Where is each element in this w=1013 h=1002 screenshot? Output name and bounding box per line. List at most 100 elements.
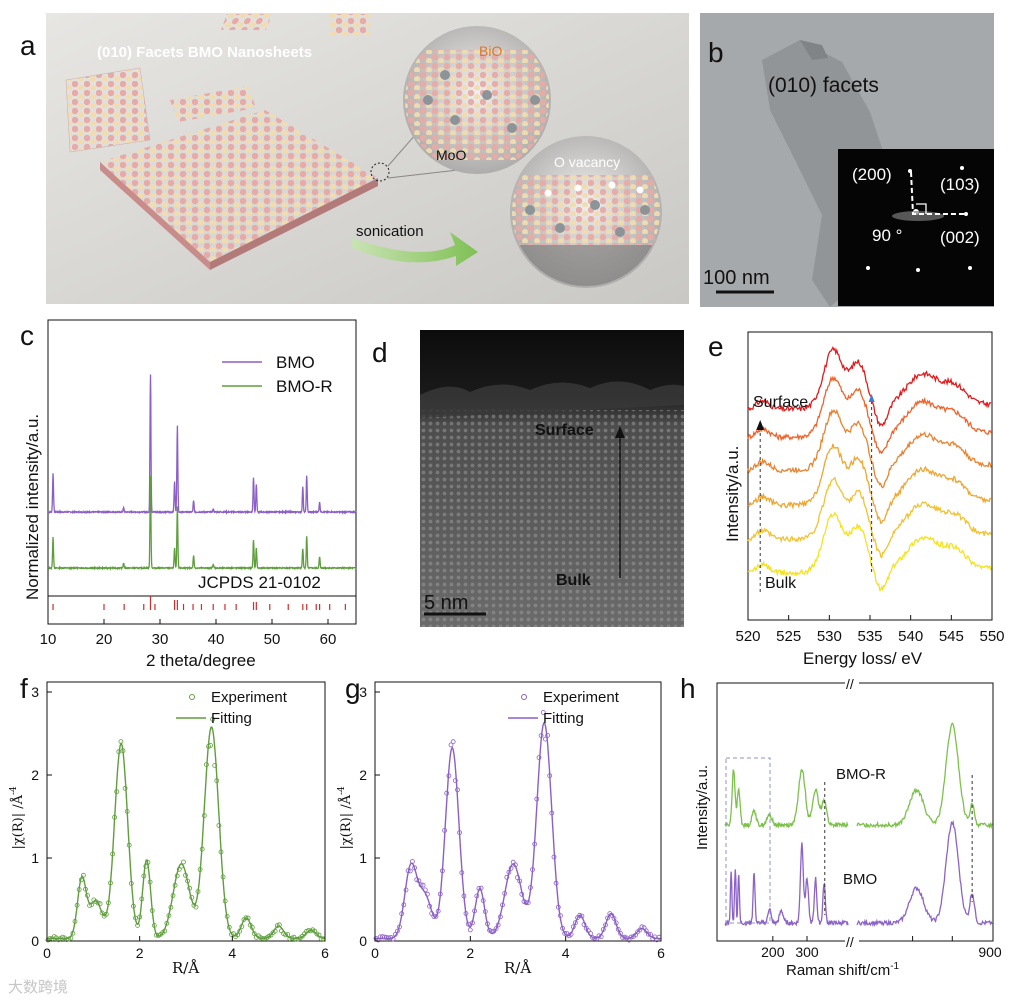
g-experiment-point <box>476 886 482 891</box>
e-ylabel: Intensity/a.u. <box>723 446 742 542</box>
f-experiment-point <box>199 846 205 852</box>
f-experiment-point <box>178 863 184 869</box>
e-trace-3 <box>747 408 992 489</box>
f-experiment-point <box>103 911 109 917</box>
f-experiment-point <box>83 886 88 892</box>
g-legend-fitting: Fitting <box>543 710 584 727</box>
h-xtick-label: 900 <box>978 944 1002 960</box>
saed-002-label: (002) <box>940 228 980 247</box>
f-xlabel: R/Å <box>172 959 199 977</box>
g-experiment-point <box>628 934 634 940</box>
g-experiment-point <box>493 926 499 931</box>
h-ylabel: Intensity/a.u. <box>694 765 711 850</box>
g-experiment-point <box>637 927 643 933</box>
panel-d-letter: d <box>372 337 388 368</box>
saed-axes <box>910 171 965 215</box>
f-ylabel-sup: -4 <box>9 786 19 795</box>
f-legend-fitting: Fitting <box>211 710 252 727</box>
h-trace-R-low <box>724 769 849 830</box>
g-experiment-point <box>517 878 523 884</box>
f-experiment-point <box>220 874 226 880</box>
g-experiment-point <box>506 869 512 875</box>
scale-label-b: 100 nm <box>703 267 770 289</box>
sonication-label: sonication <box>356 223 424 240</box>
f-experiment-point <box>226 924 232 930</box>
bio-label: BiO <box>479 43 502 59</box>
g-ytick-label: 1 <box>359 850 367 866</box>
g-experiment-point <box>605 915 610 921</box>
f-experiment-point <box>283 932 289 938</box>
e-guide-arrow-icon <box>756 420 765 430</box>
g-experiment-point <box>525 900 531 905</box>
f-experiment-point <box>166 913 172 918</box>
g-experiment-point <box>549 810 555 816</box>
g-experiment-point <box>407 868 413 874</box>
e-xtick-label: 540 <box>898 628 923 645</box>
f-experiment-point <box>128 881 134 886</box>
g-experiment-point <box>626 937 632 943</box>
e-trace-4 <box>747 443 992 525</box>
g-experiment-point <box>482 909 488 914</box>
g-experiment-point <box>424 891 430 897</box>
f-experiment-point <box>64 937 70 943</box>
f-ytick-label: 3 <box>31 684 39 700</box>
g-experiment-point <box>444 790 450 796</box>
f-ytick-label: 0 <box>31 933 39 949</box>
g-experiment-point <box>429 911 435 916</box>
g-experiment-point <box>480 898 486 903</box>
g-experiment-point <box>394 928 400 934</box>
h-trace-B-high <box>856 819 993 928</box>
facets-label: (010) facets <box>768 74 879 97</box>
nanosheet-stack-left <box>65 67 151 153</box>
c-trace-bmo <box>47 374 357 516</box>
g-experiment-point <box>386 935 392 941</box>
f-experiment-point <box>151 923 157 928</box>
c-xtick-label: 30 <box>152 631 169 648</box>
g-experiment-point <box>555 904 561 910</box>
f-experiment-point <box>164 920 170 926</box>
f-experiment-point <box>174 873 180 879</box>
e-trace-5 <box>747 476 992 559</box>
g-experiment-point <box>403 887 409 893</box>
f-experiment-point <box>216 823 222 828</box>
c-ylabel: Normalized intensity/a.u. <box>23 414 42 600</box>
o-vacancy-label: O vacancy <box>554 154 620 170</box>
f-experiment-point <box>95 900 101 906</box>
f-experiment-point <box>243 915 249 921</box>
f-experiment-point <box>124 809 130 814</box>
zoom-marker-circle <box>370 162 390 182</box>
f-xtick-label: 4 <box>228 945 236 961</box>
saed-200-label: (200) <box>852 165 892 184</box>
f-experiment-point <box>170 893 176 898</box>
f-experiment-point <box>81 872 86 878</box>
h-axis-break-mark-bottom: // <box>846 934 854 950</box>
panel-f: f Experiment Fitting 0 2 4 6 0 1 2 3 R/Å |χ(R)| /Å-… <box>9 673 329 977</box>
c-xtick-label: 40 <box>208 631 225 648</box>
g-experiment-point <box>545 733 550 738</box>
f-experiment-point <box>276 922 282 928</box>
f-experiment-point <box>137 914 143 920</box>
g-experiment-point <box>465 921 471 927</box>
f-experiment-point <box>110 851 115 857</box>
g-experiment-point <box>530 867 535 872</box>
g-experiment-point <box>485 921 490 927</box>
e-xtick-label: 525 <box>776 628 801 645</box>
g-experiment-point <box>551 854 557 860</box>
h-xlabel-sup: -1 <box>890 961 899 972</box>
g-ytick-label: 3 <box>359 684 367 700</box>
panel-e: e 520 525 530 535 540 545 550 Energy loss/ eV In… <box>708 331 1005 668</box>
f-experiment-point <box>108 880 113 886</box>
g-experiment-point <box>459 870 465 876</box>
f-experiment-point <box>89 902 95 907</box>
h-axis-break-mark-top: // <box>846 676 854 692</box>
g-experiment-point <box>474 893 480 899</box>
panel-c-letter: c <box>20 320 34 351</box>
g-experiment-point <box>478 885 484 891</box>
f-experiment-point <box>172 882 178 888</box>
g-experiment-point <box>588 931 593 936</box>
g-experiment-point <box>439 868 445 874</box>
f-experiment-point <box>245 915 251 921</box>
g-experiment-point <box>457 830 463 835</box>
g-experiment-point <box>615 927 621 932</box>
g-xtick-label: 4 <box>562 945 570 961</box>
